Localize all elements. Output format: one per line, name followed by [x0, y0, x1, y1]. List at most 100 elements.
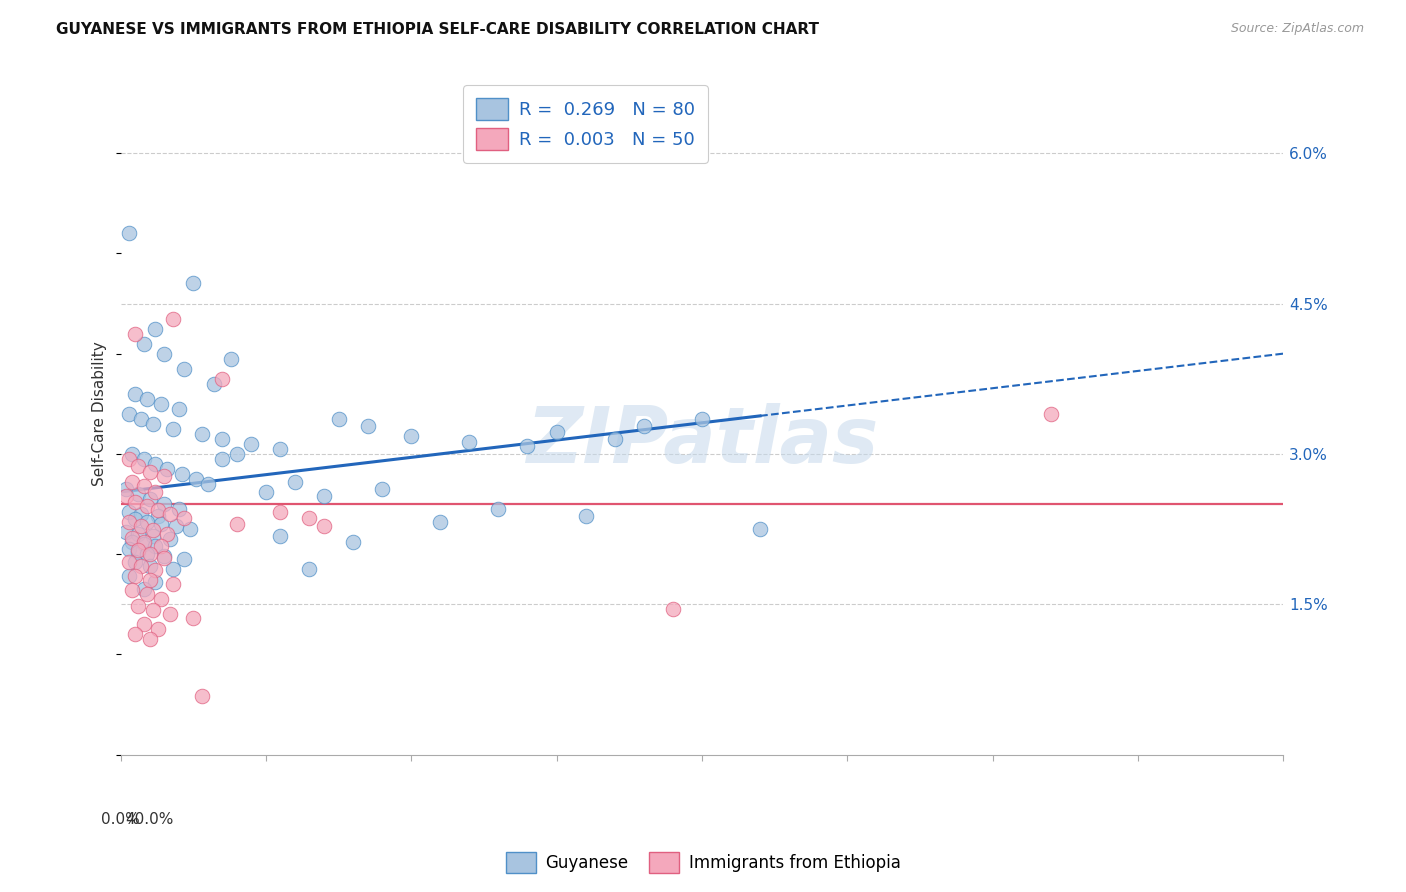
Point	[165, 519, 187, 533]
Point	[225, 447, 247, 461]
Point	[132, 336, 155, 351]
Point	[181, 277, 204, 291]
Point	[132, 537, 155, 551]
Point	[219, 351, 242, 366]
Point	[312, 519, 335, 533]
Point	[298, 562, 321, 576]
Point	[546, 425, 568, 439]
Point	[173, 511, 195, 525]
Point	[284, 475, 307, 489]
Point	[124, 386, 146, 401]
Point	[145, 575, 167, 590]
Point	[1039, 407, 1062, 421]
Point	[145, 563, 167, 577]
Point	[118, 542, 141, 557]
Point	[135, 515, 157, 529]
Point	[118, 515, 141, 529]
Point	[211, 432, 233, 446]
Point	[127, 527, 149, 541]
Point	[603, 432, 626, 446]
Point	[254, 485, 277, 500]
Point	[162, 311, 184, 326]
Text: 40.0%: 40.0%	[125, 813, 174, 828]
Text: Source: ZipAtlas.com: Source: ZipAtlas.com	[1230, 22, 1364, 36]
Point	[138, 573, 160, 587]
Point	[298, 511, 321, 525]
Point	[129, 507, 152, 521]
Point	[356, 418, 378, 433]
Point	[115, 489, 138, 503]
Point	[115, 524, 138, 539]
Point	[141, 603, 163, 617]
Point	[153, 469, 176, 483]
Point	[129, 411, 152, 425]
Point	[148, 622, 170, 636]
Point	[170, 467, 193, 481]
Point	[132, 582, 155, 597]
Text: ZIPatlas: ZIPatlas	[526, 403, 877, 479]
Point	[115, 482, 138, 496]
Point	[141, 529, 163, 543]
Point	[211, 451, 233, 466]
Point	[159, 607, 181, 622]
Point	[127, 545, 149, 559]
Point	[129, 559, 152, 574]
Point	[225, 516, 247, 531]
Point	[633, 418, 655, 433]
Point	[121, 447, 143, 461]
Point	[162, 562, 184, 576]
Point	[269, 529, 291, 543]
Text: GUYANESE VS IMMIGRANTS FROM ETHIOPIA SELF-CARE DISABILITY CORRELATION CHART: GUYANESE VS IMMIGRANTS FROM ETHIOPIA SEL…	[56, 22, 820, 37]
Point	[167, 502, 190, 516]
Point	[127, 458, 149, 473]
Point	[153, 549, 176, 563]
Point	[197, 477, 219, 491]
Point	[150, 397, 173, 411]
Point	[132, 617, 155, 632]
Point	[132, 535, 155, 549]
Point	[156, 462, 179, 476]
Point	[124, 512, 146, 526]
Point	[167, 401, 190, 416]
Point	[179, 522, 201, 536]
Legend: Guyanese, Immigrants from Ethiopia: Guyanese, Immigrants from Ethiopia	[499, 846, 907, 880]
Point	[124, 495, 146, 509]
Point	[328, 411, 350, 425]
Point	[124, 326, 146, 341]
Point	[173, 361, 195, 376]
Point	[121, 535, 143, 549]
Point	[312, 489, 335, 503]
Point	[124, 627, 146, 641]
Point	[516, 439, 538, 453]
Point	[118, 555, 141, 569]
Point	[211, 372, 233, 386]
Point	[145, 485, 167, 500]
Point	[145, 539, 167, 553]
Point	[191, 690, 214, 704]
Text: 0.0%: 0.0%	[101, 813, 141, 828]
Point	[127, 599, 149, 614]
Point	[121, 531, 143, 545]
Point	[371, 482, 394, 496]
Point	[145, 321, 167, 335]
Point	[153, 346, 176, 360]
Point	[458, 434, 481, 449]
Point	[202, 376, 225, 391]
Point	[162, 422, 184, 436]
Legend: R =  0.269   N = 80, R =  0.003   N = 50: R = 0.269 N = 80, R = 0.003 N = 50	[464, 86, 709, 163]
Point	[127, 487, 149, 501]
Point	[148, 503, 170, 517]
Point	[191, 426, 214, 441]
Point	[240, 437, 263, 451]
Point	[132, 451, 155, 466]
Point	[173, 552, 195, 566]
Point	[135, 499, 157, 513]
Point	[124, 569, 146, 583]
Point	[148, 508, 170, 523]
Point	[662, 602, 685, 616]
Point	[486, 502, 509, 516]
Point	[135, 587, 157, 601]
Y-axis label: Self-Care Disability: Self-Care Disability	[93, 342, 107, 486]
Point	[156, 527, 179, 541]
Point	[118, 505, 141, 519]
